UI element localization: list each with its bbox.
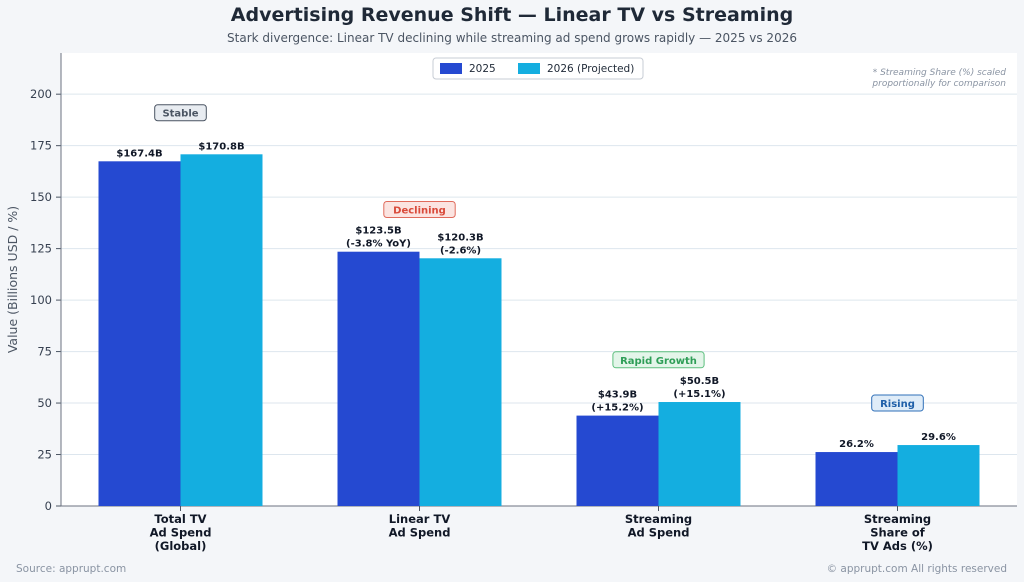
data-label: $123.5B (355, 226, 401, 237)
legend-label-2026: 2026 (Projected) (547, 63, 634, 75)
data-label: (+15.2%) (591, 403, 643, 414)
data-label: 26.2% (839, 439, 874, 450)
data-label: (-2.6%) (440, 245, 481, 256)
source-footer: Source: apprupt.com (16, 563, 127, 575)
data-label: $170.8B (198, 141, 244, 152)
bar-2026 (897, 445, 980, 506)
x-tick-label: Ad Spend (628, 526, 690, 540)
x-tick-label: Linear TV (389, 512, 451, 526)
y-tick-label: 25 (37, 448, 52, 462)
annotation-badge (871, 394, 924, 412)
bar-2026 (180, 154, 263, 507)
annotation-label: Stable (162, 109, 198, 120)
legend-swatch-2025 (440, 63, 462, 74)
y-tick-label: 150 (30, 190, 52, 204)
annotation-badge (612, 351, 705, 369)
y-tick-label: 50 (37, 396, 52, 410)
scale-note: * Streaming Share (%) scaled (873, 68, 1007, 78)
x-tick-label: Streaming (864, 512, 931, 526)
data-label: (+15.1%) (673, 389, 725, 400)
legend-swatch-2026 (518, 63, 540, 74)
annotation-label: Rising (880, 399, 915, 410)
data-label: $50.5B (680, 376, 719, 387)
x-tick-label: Ad Spend (150, 526, 212, 540)
bar-2025 (576, 415, 659, 506)
copyright-footer: © apprupt.com All rights reserved (826, 563, 1007, 575)
annotation-badge (154, 104, 207, 122)
x-tick-label: Share of (870, 526, 926, 540)
scale-note: proportionally for comparison (871, 79, 1006, 89)
x-tick-label: (Global) (155, 539, 207, 553)
data-label: $120.3B (437, 232, 483, 243)
x-tick-label: Streaming (625, 512, 692, 526)
y-tick-label: 125 (30, 242, 52, 256)
annotation-badge (383, 200, 456, 218)
legend-label-2025: 2025 (469, 63, 496, 75)
bar-2025 (337, 251, 420, 506)
data-label: (-3.8% YoY) (346, 239, 411, 250)
chart-subtitle: Stark divergence: Linear TV declining wh… (227, 31, 797, 45)
bar-2026 (419, 258, 502, 506)
data-label: 29.6% (921, 432, 956, 443)
x-tick-label: TV Ads (%) (862, 539, 933, 553)
x-tick-label: Ad Spend (389, 526, 451, 540)
annotation-label: Declining (393, 205, 446, 216)
y-tick-label: 175 (30, 139, 52, 153)
data-label: $167.4B (116, 148, 162, 159)
bar-2026 (658, 402, 741, 506)
data-label: $43.9B (598, 390, 637, 401)
chart-title: Advertising Revenue Shift — Linear TV vs… (230, 4, 794, 26)
y-tick-label: 0 (45, 499, 52, 513)
y-axis-label: Value (Billions USD / %) (5, 206, 20, 353)
annotation-label: Rapid Growth (620, 356, 697, 367)
y-tick-label: 200 (30, 87, 52, 101)
bar-2025 (815, 452, 898, 506)
bar-2025 (98, 161, 181, 507)
x-tick-label: Total TV (154, 512, 206, 526)
y-tick-label: 100 (30, 293, 52, 307)
y-tick-label: 75 (37, 345, 52, 359)
